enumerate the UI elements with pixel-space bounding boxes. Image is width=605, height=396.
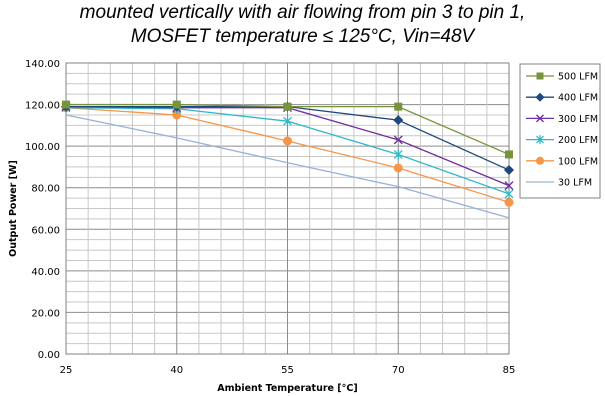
legend-item: 100 LFM — [526, 156, 598, 167]
y-tick-label: 20.00 — [31, 308, 60, 319]
x-tick-label: 25 — [60, 365, 73, 376]
circle-marker — [172, 110, 182, 120]
chart-title-line-1: mounted vertically with air flowing from… — [79, 2, 526, 23]
square-marker — [394, 102, 403, 111]
legend-label: 400 LFM — [558, 93, 598, 104]
legend-label: 300 LFM — [558, 114, 598, 125]
circle-marker — [393, 163, 403, 173]
y-tick-label: 60.00 — [31, 225, 60, 236]
legend-item: 200 LFM — [526, 135, 598, 146]
y-tick-label: 120.00 — [25, 101, 60, 112]
series-500-lfm — [62, 100, 513, 159]
y-axis-title: Output Power [W] — [8, 160, 19, 257]
grid — [65, 62, 510, 355]
star-marker — [504, 188, 514, 199]
x-axis-title: Ambient Temperature [°C] — [217, 383, 357, 394]
series-30-lfm — [65, 114, 510, 219]
legend-item: 30 LFM — [526, 178, 592, 189]
square-marker — [172, 100, 181, 109]
legend-box — [519, 63, 601, 199]
axis-ticks: 0.00 20.00 40.00 60.00 80.00 100.00 120.00 140.… — [25, 59, 515, 376]
x-marker — [536, 114, 544, 123]
legend-item: 300 LFM — [526, 114, 598, 125]
star-marker — [536, 135, 544, 145]
square-marker — [283, 102, 292, 111]
y-tick-label: 140.00 — [25, 59, 60, 70]
x-tick-label: 70 — [392, 365, 405, 376]
square-marker — [536, 72, 544, 80]
y-tick-label: 80.00 — [31, 184, 60, 195]
star-marker — [393, 149, 403, 160]
legend-label: 30 LFM — [558, 178, 592, 189]
square-marker — [505, 150, 513, 159]
legend: 500 LFM 400 LFM 300 LFM 200 LFM 100 LFM 30 LF… — [519, 63, 601, 199]
x-tick-label: 40 — [170, 365, 183, 376]
legend-item: 400 LFM — [526, 92, 598, 104]
plot-area — [65, 62, 510, 355]
diamond-marker — [535, 92, 545, 102]
diamond-marker — [393, 115, 404, 126]
series-lines — [61, 100, 514, 219]
circle-marker — [536, 156, 544, 165]
x-marker — [504, 181, 514, 191]
y-tick-label: 0.00 — [38, 350, 60, 361]
diamond-marker — [504, 165, 514, 176]
legend-item: 500 LFM — [526, 72, 598, 83]
circle-marker — [504, 197, 514, 207]
chart-title-line-2: MOSFET temperature ≤ 125°C, Vin=48V — [130, 26, 475, 47]
series-line — [65, 114, 510, 219]
legend-label: 500 LFM — [558, 72, 598, 83]
square-marker — [62, 100, 70, 109]
star-marker — [283, 116, 292, 127]
x-marker — [393, 135, 403, 145]
x-tick-label: 85 — [503, 365, 516, 376]
x-tick-label: 55 — [281, 365, 294, 376]
legend-label: 200 LFM — [558, 135, 598, 146]
y-tick-label: 40.00 — [31, 267, 60, 278]
legend-label: 100 LFM — [558, 156, 598, 167]
y-tick-label: 100.00 — [25, 142, 60, 153]
circle-marker — [283, 136, 292, 146]
